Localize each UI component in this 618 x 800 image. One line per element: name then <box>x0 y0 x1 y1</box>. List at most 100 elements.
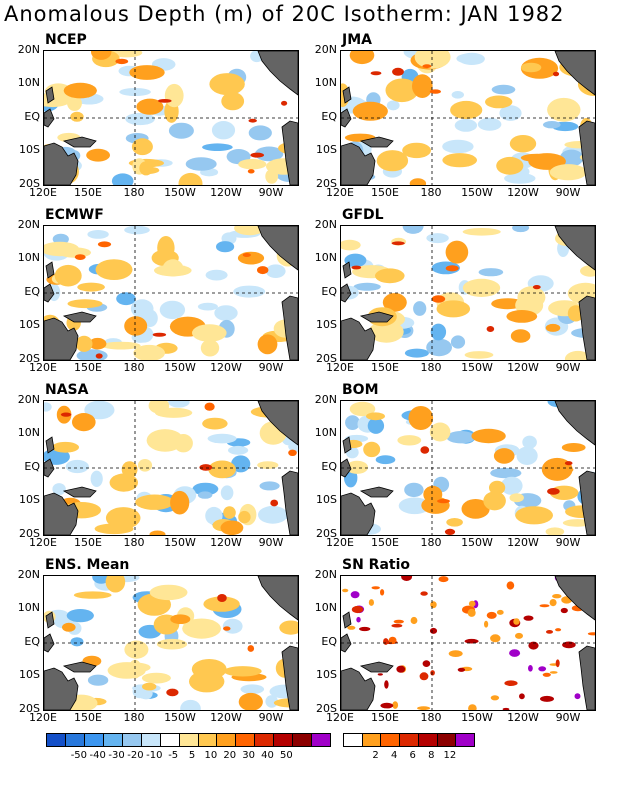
anomaly-contour <box>105 507 141 529</box>
anomaly-contour <box>562 641 576 649</box>
panel-title: NASA <box>45 382 89 398</box>
anomaly-contour <box>580 265 595 277</box>
anomaly-contour <box>462 278 501 297</box>
lat-tick-label: 10N <box>314 76 337 89</box>
anomaly-contour <box>366 412 385 421</box>
panel-title: NCEP <box>45 32 87 48</box>
map-panel <box>340 225 596 361</box>
colorbar-tick-label: 30 <box>242 750 256 761</box>
lon-tick-label: 120W <box>210 361 242 374</box>
anomaly-contour <box>451 91 464 99</box>
anomaly-contour <box>402 142 431 159</box>
lon-tick-label: 150E <box>74 536 102 549</box>
map-panel <box>340 50 596 186</box>
land-mass <box>341 492 376 535</box>
anomaly-contour <box>560 607 568 614</box>
colorbar-swatch <box>103 734 123 746</box>
land-mass <box>62 486 97 498</box>
anomaly-contour <box>341 239 361 251</box>
land-mass <box>281 295 298 360</box>
anomaly-contour <box>510 329 531 343</box>
land-mass <box>45 436 55 454</box>
anomaly-contour <box>164 83 184 108</box>
anomaly-contour <box>506 581 515 590</box>
anomaly-contour <box>109 473 138 492</box>
colorbar-tick-label: 20 <box>223 750 237 761</box>
lon-tick-label: 180 <box>420 186 442 199</box>
lat-tick-label: EQ <box>24 285 40 298</box>
lat-tick-label: EQ <box>24 635 40 648</box>
lat-tick-label: 10S <box>19 318 40 331</box>
land-mass <box>45 86 55 104</box>
anomaly-contour <box>545 323 561 332</box>
map-svg <box>341 226 595 360</box>
anomaly-contour <box>398 497 431 515</box>
land-mass <box>554 576 595 621</box>
land-mass <box>62 136 97 148</box>
anomaly-contour <box>368 599 374 606</box>
anomaly-contour <box>74 254 86 260</box>
colorbar-swatch <box>65 734 85 746</box>
lat-tick-label: 20N <box>314 393 337 406</box>
map-panel <box>43 50 299 186</box>
map-panel <box>340 575 596 711</box>
map-panel <box>43 225 299 361</box>
lat-tick-label: 20S <box>19 352 40 365</box>
anomaly-contour <box>423 485 443 503</box>
anomaly-contour <box>288 449 297 456</box>
lon-tick-label: 120W <box>507 711 539 724</box>
anomaly-contour <box>483 491 506 511</box>
anomaly-contour <box>574 693 581 700</box>
anomaly-contour <box>538 666 547 672</box>
lon-tick-label: 150W <box>461 711 493 724</box>
lon-tick-label: 120E <box>326 711 354 724</box>
anomaly-contour <box>422 660 431 667</box>
anomaly-contour <box>383 638 389 645</box>
anomaly-contour <box>549 671 558 674</box>
anomaly-contour <box>136 98 164 115</box>
anomaly-contour <box>509 493 524 503</box>
lat-tick-label: EQ <box>321 285 337 298</box>
colorbar-swatch <box>198 734 218 746</box>
anomaly-contour <box>555 628 562 632</box>
anomaly-contour <box>437 499 450 504</box>
anomaly-contour <box>238 159 267 170</box>
colorbar-swatch <box>312 734 331 746</box>
anomaly-contour <box>464 351 494 359</box>
lat-tick-label: 20N <box>17 393 40 406</box>
anomaly-contour <box>238 510 251 524</box>
anomaly-contour <box>70 637 84 647</box>
anomaly-contour <box>197 302 218 311</box>
anomaly-contour <box>412 74 433 98</box>
anomaly-contour <box>67 299 103 309</box>
land-mass <box>578 470 595 535</box>
anomaly-contour <box>84 401 115 420</box>
anomaly-contour <box>444 528 456 535</box>
anomaly-contour <box>168 401 190 408</box>
anomaly-contour <box>430 323 447 341</box>
anomaly-contour <box>115 58 129 65</box>
lon-tick-label: 150W <box>461 186 493 199</box>
land-mass <box>341 458 352 478</box>
anomaly-contour <box>149 530 166 535</box>
lon-tick-label: 120W <box>507 186 539 199</box>
anomaly-contour <box>468 704 477 710</box>
panel-title: GFDL <box>342 207 384 223</box>
anomaly-contour <box>429 422 451 442</box>
anomaly-contour <box>513 618 520 625</box>
colorbar-tick-label: 8 <box>428 750 435 761</box>
lon-tick-label: 150E <box>74 361 102 374</box>
anomaly-contour <box>547 97 581 122</box>
anomaly-contour <box>254 146 284 162</box>
anomaly-contour <box>258 505 288 524</box>
lon-tick-label: 120E <box>29 186 57 199</box>
anomaly-contour <box>223 506 236 519</box>
anomaly-contour <box>77 282 105 292</box>
anomaly-contour <box>173 434 193 453</box>
lat-tick-label: 20N <box>17 218 40 231</box>
anomaly-contour <box>375 268 405 284</box>
anomaly-contour <box>88 337 107 350</box>
anomaly-contour <box>152 332 167 337</box>
anomaly-contour <box>52 483 66 496</box>
lat-tick-label: 10N <box>314 426 337 439</box>
